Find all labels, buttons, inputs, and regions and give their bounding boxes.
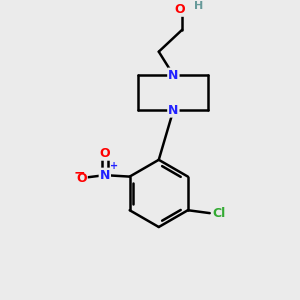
Text: O: O — [100, 147, 110, 160]
Text: Cl: Cl — [212, 207, 225, 220]
Text: O: O — [174, 3, 184, 16]
Text: H: H — [194, 2, 203, 11]
Text: +: + — [110, 161, 118, 171]
Text: O: O — [76, 172, 87, 184]
Text: N: N — [168, 103, 178, 117]
Text: N: N — [100, 169, 110, 182]
Text: N: N — [168, 69, 178, 82]
Text: −: − — [73, 166, 85, 180]
